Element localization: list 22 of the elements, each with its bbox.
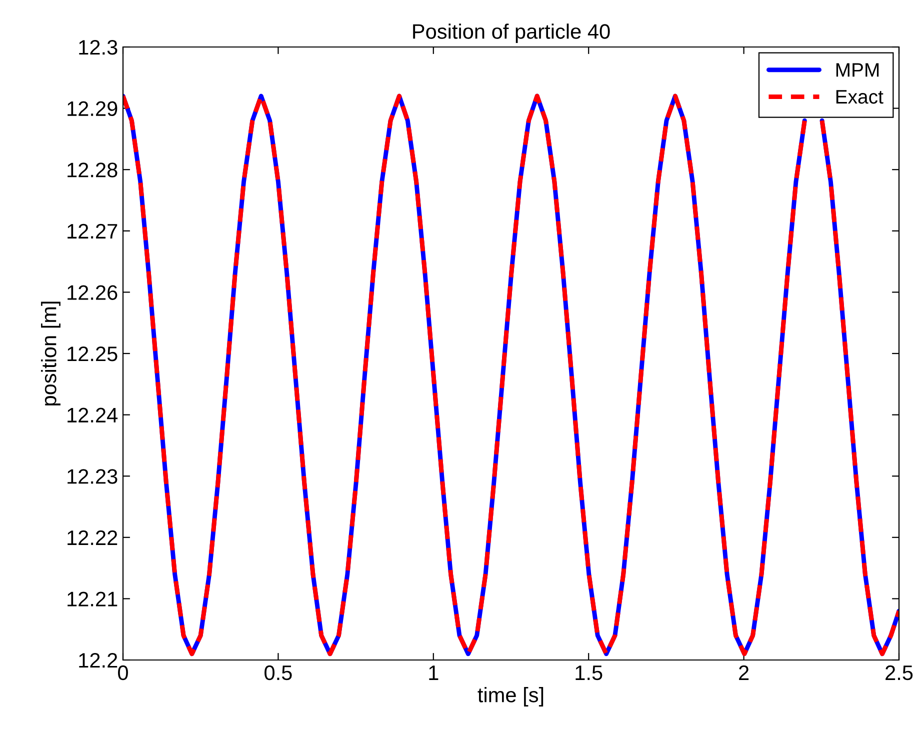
- x-tick-label: 2: [739, 665, 749, 680]
- y-tick-label: 12.24: [68, 408, 118, 422]
- x-tick-label: 2.5: [886, 665, 913, 680]
- y-tick-label: 12.22: [68, 530, 118, 545]
- y-axis-title: position [m]: [41, 302, 60, 406]
- y-tick-label: 12.23: [68, 469, 118, 484]
- x-axis-title: time [s]: [478, 687, 544, 706]
- y-tick-label: 12.27: [68, 224, 118, 238]
- y-tick-label: 12.25: [68, 346, 118, 362]
- x-tick-label: 0: [118, 665, 128, 680]
- legend-label: MPM: [836, 63, 879, 77]
- x-tick-label: 1: [429, 666, 438, 680]
- y-tick-label: 12.28: [68, 162, 118, 178]
- chart-title: Position of particle 40: [413, 24, 610, 43]
- y-tick-label: 12.29: [68, 101, 118, 116]
- x-tick-label: 0.5: [264, 665, 292, 680]
- y-tick-label: 12.2: [79, 653, 118, 668]
- y-tick-label: 12.21: [68, 592, 118, 606]
- y-tick-label: 12.3: [79, 40, 118, 55]
- y-tick-label: 12.26: [68, 285, 118, 300]
- x-tick-label: 1.5: [576, 666, 602, 680]
- legend-label: Exact: [836, 90, 884, 104]
